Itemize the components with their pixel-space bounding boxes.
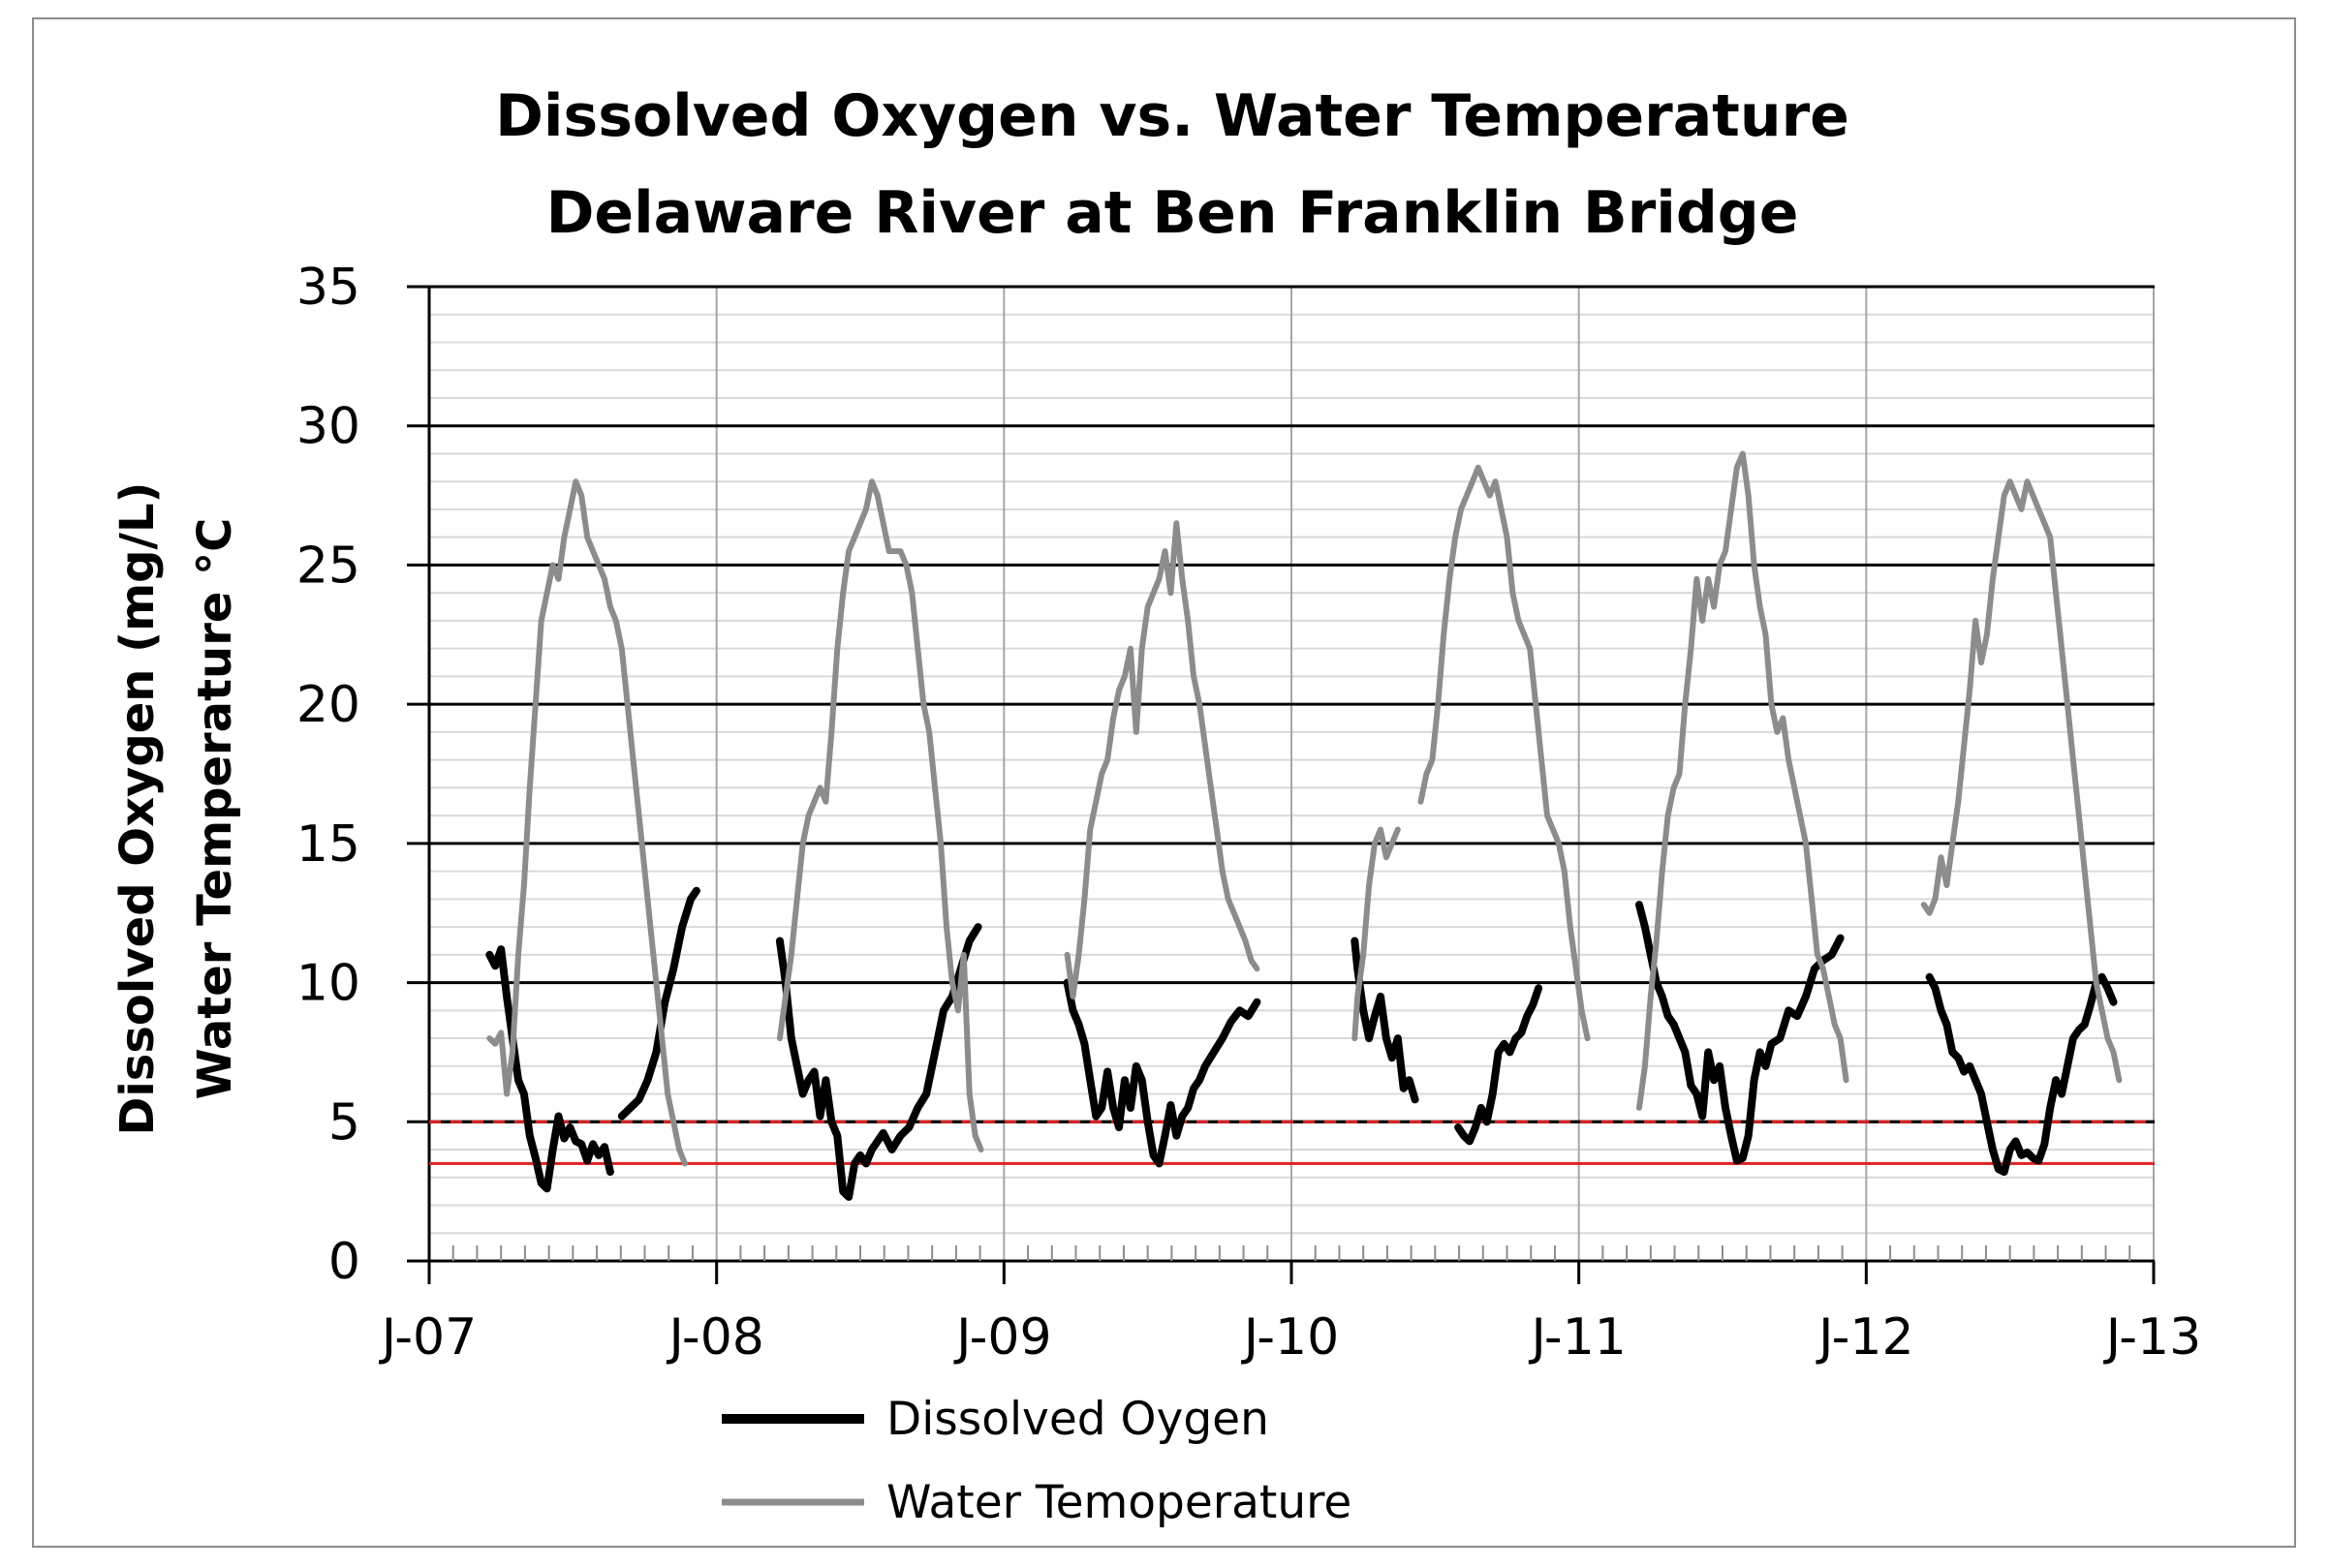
axes [407,287,2156,1284]
water-temoperature-segment-2 [776,478,984,1153]
y-tick-label-0: 0 [328,1233,360,1291]
dissolved-oygen-segment-8 [1925,972,2118,1176]
legend-label-dissolved-oxygen: Dissolved Oygen [886,1393,1269,1446]
dissolved-oygen-segment-7 [1635,901,1845,1165]
chart-title-line-1: Dissolved Oxygen vs. Water Temperature [495,82,1849,150]
y-tick-label-5: 5 [328,1093,360,1152]
dissolved-oygen-segment-4 [1063,978,1261,1168]
legend: Dissolved Oygen Water Temoperature [722,1393,1351,1529]
y-tick-label-10: 10 [296,955,360,1013]
x-tick-label-j-12: J-12 [1816,1308,1913,1367]
water-temoperature-segment-7 [1920,478,2123,1084]
x-tick-label-j-08: J-08 [666,1308,763,1367]
legend-label-water-temperature: Water Temoperature [886,1476,1351,1529]
y-tick-label-30: 30 [296,398,360,456]
vertical-gridlines [715,287,2155,1261]
chart-frame [32,17,2296,1548]
plot-area [407,285,2156,1284]
x-tick-label-j-10: J-10 [1241,1308,1339,1367]
y-tick-label-35: 35 [296,259,360,317]
x-tick-label-j-07: J-07 [379,1308,477,1367]
x-tick-label-j-13: J-13 [2103,1308,2201,1367]
water-temoperature-segment-4 [1351,826,1401,1042]
minor-x-ticks [451,1245,2131,1261]
y-tick-label-20: 20 [296,676,360,734]
y-tick-labels: 0 5 10 15 20 25 30 35 [296,259,360,1291]
reference-lines [429,1120,2155,1165]
y-axis-label-line-2: Water Temperature °C [188,518,242,1100]
x-tick-label-j-11: J-11 [1528,1308,1626,1367]
x-tick-label-j-09: J-09 [953,1308,1051,1367]
dissolved-oygen-segment-5 [1351,937,1419,1104]
water-temoperature-segment-6 [1636,450,1849,1111]
y-tick-label-25: 25 [296,537,360,595]
dissolved-oygen-segment-3 [775,923,982,1201]
chart-title-line-2: Delaware River at Ben Franklin Bridge [546,179,1799,247]
series-layer [485,450,2123,1201]
water-temoperature-segment-3 [1064,520,1260,999]
x-tick-labels: J-07 J-08 J-09 J-10 J-11 J-12 J-13 [379,1308,2201,1367]
water-temoperature-segment-1 [486,478,688,1167]
water-temoperature-segment-5 [1417,464,1591,1042]
y-tick-label-15: 15 [296,815,360,874]
dissolved-oygen-segment-6 [1454,984,1543,1146]
y-axis-label-line-1: Dissolved Oxygen (mg/L) [110,482,165,1136]
dissolved-oygen-segment-1 [485,945,614,1193]
